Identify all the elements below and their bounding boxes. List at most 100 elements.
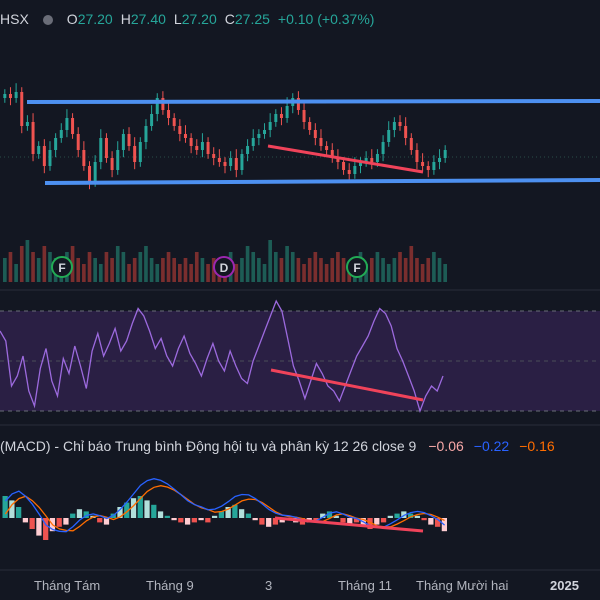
macd-histogram-bar <box>239 509 245 518</box>
candle-body <box>268 122 272 130</box>
macd-histogram-bar <box>2 496 8 518</box>
close-label: C <box>224 11 235 27</box>
symbol-exchange[interactable]: HSX <box>0 11 29 27</box>
volume-bar <box>307 258 312 282</box>
volume-bar <box>443 264 447 282</box>
macd-histogram-bar <box>421 518 427 521</box>
candle-body <box>426 166 430 170</box>
volume-bar <box>172 258 177 282</box>
volume-bar <box>194 252 199 282</box>
macd-histogram-bar <box>367 518 373 529</box>
macd-histogram-bar <box>43 518 49 540</box>
macd-histogram-bar <box>184 518 191 525</box>
macd-histogram-bar <box>76 509 83 518</box>
candle-body <box>342 162 346 170</box>
candle-body <box>234 158 238 170</box>
candle-body <box>82 150 86 166</box>
macd-histogram-bar <box>22 518 29 523</box>
candle-body <box>364 158 368 162</box>
volume-bar <box>245 246 250 282</box>
candle-body <box>20 92 24 126</box>
candle-body <box>76 134 80 150</box>
volume-bar <box>161 258 165 282</box>
candle-body <box>325 146 329 150</box>
price-divergence-line <box>267 144 424 174</box>
candle-body <box>150 114 154 126</box>
volume-bar <box>392 258 397 282</box>
macd-histogram-bar <box>171 518 177 521</box>
price-change: +0.10 (+0.37%) <box>277 11 375 27</box>
candle-body <box>443 150 447 158</box>
macd-histogram-bar <box>218 511 224 518</box>
candle-body <box>432 162 436 170</box>
x-axis-label: 3 <box>265 578 273 593</box>
candle-body <box>206 142 210 154</box>
macd-histogram-bar <box>151 504 157 518</box>
candle-body <box>223 162 227 166</box>
macd-title: (MACD) - Chỉ báo Trung bình Động hội tụ … <box>0 438 417 454</box>
candle-body <box>189 138 193 146</box>
macd-histogram-bar <box>117 507 123 518</box>
x-axis-label: Tháng 11 <box>338 578 392 593</box>
candle-body <box>240 154 244 170</box>
event-marker-label: F <box>353 261 360 275</box>
candle-body <box>195 146 199 150</box>
volume-bar <box>341 258 346 282</box>
macd-histogram-bar <box>428 518 434 525</box>
volume-bar <box>200 258 205 282</box>
macd-histogram-bar <box>266 518 272 527</box>
macd-histogram-bar <box>70 513 76 518</box>
macd-histogram-bar <box>252 518 258 521</box>
volume-bar <box>8 252 13 282</box>
macd-histogram-bar <box>130 498 137 518</box>
candle-body <box>330 150 334 158</box>
macd-histogram-bar <box>259 518 265 525</box>
volume-bar <box>138 252 143 282</box>
candle-body <box>438 158 442 162</box>
volume-bar <box>273 252 278 282</box>
candle-body <box>263 130 267 134</box>
high-label: H <box>120 11 131 27</box>
macd-histogram-bar <box>36 518 42 536</box>
candle-body <box>31 122 35 154</box>
low-value: 27.20 <box>181 11 217 27</box>
macd-histogram-bar <box>407 513 414 518</box>
candle-body <box>415 150 419 162</box>
candle-body <box>353 166 357 174</box>
volume-bar <box>324 264 329 282</box>
volume-bar <box>115 246 120 282</box>
candle-body <box>99 138 103 162</box>
volume-bar <box>82 264 86 282</box>
volume-bar <box>189 264 193 282</box>
volume-bar <box>290 252 295 282</box>
candle-body <box>285 106 289 118</box>
macd-histogram-bar <box>414 515 420 518</box>
candle-body <box>308 122 312 130</box>
volume-bar <box>426 258 431 282</box>
volume-bar <box>369 258 374 282</box>
candle-body <box>110 158 114 170</box>
candle-body <box>375 154 379 162</box>
macd-histogram-bar <box>144 500 150 518</box>
volume-bar <box>375 252 380 282</box>
rsi-line <box>0 299 444 414</box>
macd-legend[interactable]: (MACD) - Chỉ báo Trung bình Động hội tụ … <box>0 438 555 454</box>
macd-histogram-bar <box>191 518 197 523</box>
macd-histogram-bar <box>232 504 238 518</box>
candle-body <box>302 110 306 122</box>
candle-body <box>296 98 300 110</box>
macd-signal-line <box>4 485 445 532</box>
candle-body <box>104 138 108 158</box>
macd-histogram-bar <box>245 513 252 518</box>
macd-histogram-bar <box>333 515 339 518</box>
candle-body <box>409 138 413 150</box>
macd-histogram-bar <box>164 515 170 518</box>
volume-bar <box>183 258 188 282</box>
volume-bar <box>313 252 318 282</box>
volume-bar <box>420 264 425 282</box>
macd-divergence-line <box>274 516 424 533</box>
event-marker-icon <box>51 256 73 278</box>
volume-bar <box>76 258 81 282</box>
macd-histogram-bar <box>29 518 35 529</box>
